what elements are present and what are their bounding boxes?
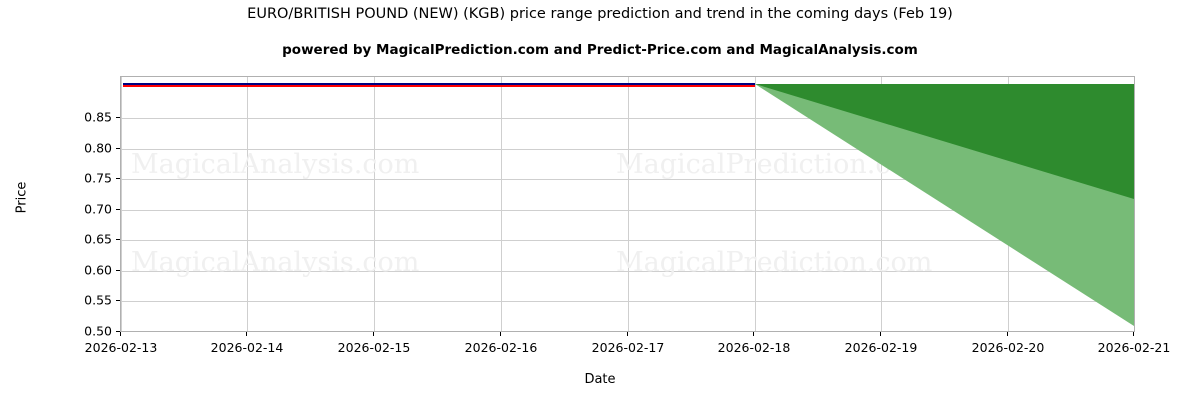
y-tick-label: 0.70 — [84, 201, 112, 217]
y-tick-mark — [116, 270, 120, 271]
x-tick-mark — [373, 332, 374, 336]
y-tick-label: 0.60 — [84, 262, 112, 278]
x-tick-label: 2026-02-21 — [1097, 340, 1171, 355]
y-tick-mark — [116, 209, 120, 210]
x-tick-mark — [880, 332, 881, 336]
gridline-h — [121, 240, 1134, 241]
y-axis-label: Price — [14, 181, 30, 214]
gridline-v — [501, 77, 502, 331]
gridline-h — [121, 149, 1134, 150]
gridline-h — [121, 271, 1134, 272]
x-axis-label: Date — [584, 372, 616, 387]
y-tick-mark — [116, 148, 120, 149]
chart-title: EURO/BRITISH POUND (NEW) (KGB) price ran… — [247, 6, 953, 22]
y-tick-label: 0.75 — [84, 170, 112, 186]
x-tick-label: 2026-02-20 — [971, 340, 1045, 355]
gridline-v — [374, 77, 375, 331]
x-tick-label: 2026-02-16 — [464, 340, 538, 355]
gridline-v — [881, 77, 882, 331]
x-tick-label: 2026-02-13 — [84, 340, 158, 355]
x-tick-label: 2026-02-14 — [210, 340, 284, 355]
x-tick-label: 2026-02-15 — [337, 340, 411, 355]
gridline-v — [628, 77, 629, 331]
x-tick-label: 2026-02-17 — [591, 340, 665, 355]
gridline-h — [121, 118, 1134, 119]
gridline-v — [755, 77, 756, 331]
y-tick-mark — [116, 117, 120, 118]
x-tick-mark — [627, 332, 628, 336]
y-tick-mark — [116, 239, 120, 240]
gridline-h — [121, 179, 1134, 180]
y-tick-label: 0.85 — [84, 109, 112, 125]
gridline-h — [121, 301, 1134, 302]
x-tick-label: 2026-02-19 — [844, 340, 918, 355]
y-tick-label: 0.50 — [84, 323, 112, 339]
gridline-h — [121, 210, 1134, 211]
gridline-v — [121, 77, 122, 331]
y-tick-mark — [116, 300, 120, 301]
x-tick-mark — [500, 332, 501, 336]
x-tick-mark — [1133, 332, 1134, 336]
gridline-v — [247, 77, 248, 331]
x-tick-label: 2026-02-18 — [717, 340, 791, 355]
y-tick-mark — [116, 178, 120, 179]
x-tick-mark — [1007, 332, 1008, 336]
y-tick-mark — [116, 331, 120, 332]
chart-subtitle: powered by MagicalPrediction.com and Pre… — [282, 42, 918, 58]
y-tick-label: 0.65 — [84, 231, 112, 247]
x-tick-mark — [753, 332, 754, 336]
inner-range-band — [755, 84, 1134, 199]
y-tick-label: 0.55 — [84, 292, 112, 308]
y-tick-label: 0.80 — [84, 140, 112, 156]
x-tick-mark — [246, 332, 247, 336]
series-layer — [123, 83, 1134, 326]
x-tick-mark — [120, 332, 121, 336]
